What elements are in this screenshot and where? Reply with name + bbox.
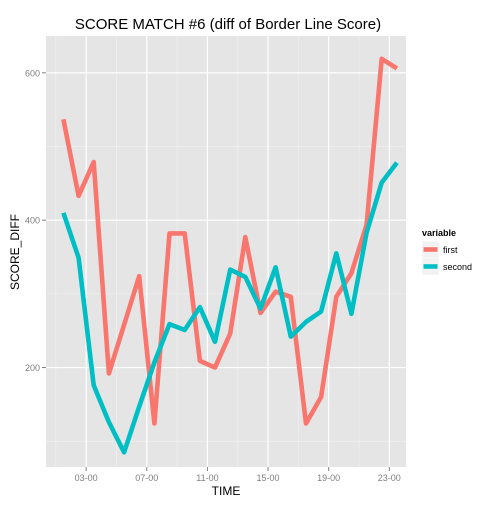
legend-label-first: first	[443, 245, 458, 255]
chart-title: SCORE MATCH #6 (diff of Border Line Scor…	[75, 16, 381, 33]
y-tick-label: 400	[25, 216, 40, 226]
series-line-second	[61, 161, 399, 455]
x-axis: 03-00 07-00 11-00 15-00 19-00 23-00	[75, 467, 401, 483]
y-tick-label: 200	[25, 363, 40, 373]
legend: variable first second	[421, 228, 472, 276]
y-axis: 200 400 600	[25, 68, 46, 373]
legend-title: variable	[422, 228, 456, 238]
y-tick-label: 600	[25, 68, 40, 78]
series-lines	[61, 56, 399, 455]
y-axis-title: SCORE_DIFF	[8, 214, 22, 290]
grid-major	[46, 36, 406, 467]
x-tick-label: 11-00	[196, 473, 218, 483]
legend-label-second: second	[443, 262, 472, 272]
x-tick-label: 19-00	[317, 473, 340, 483]
x-tick-label: 03-00	[75, 473, 98, 483]
x-tick-label: 23-00	[378, 473, 401, 483]
x-axis-title: TIME	[212, 484, 241, 498]
plot-panel	[46, 36, 406, 467]
series-line-first	[61, 56, 399, 426]
legend-items: first second	[421, 240, 472, 276]
x-tick-label: 15-00	[257, 473, 280, 483]
x-tick-label: 07-00	[135, 473, 158, 483]
